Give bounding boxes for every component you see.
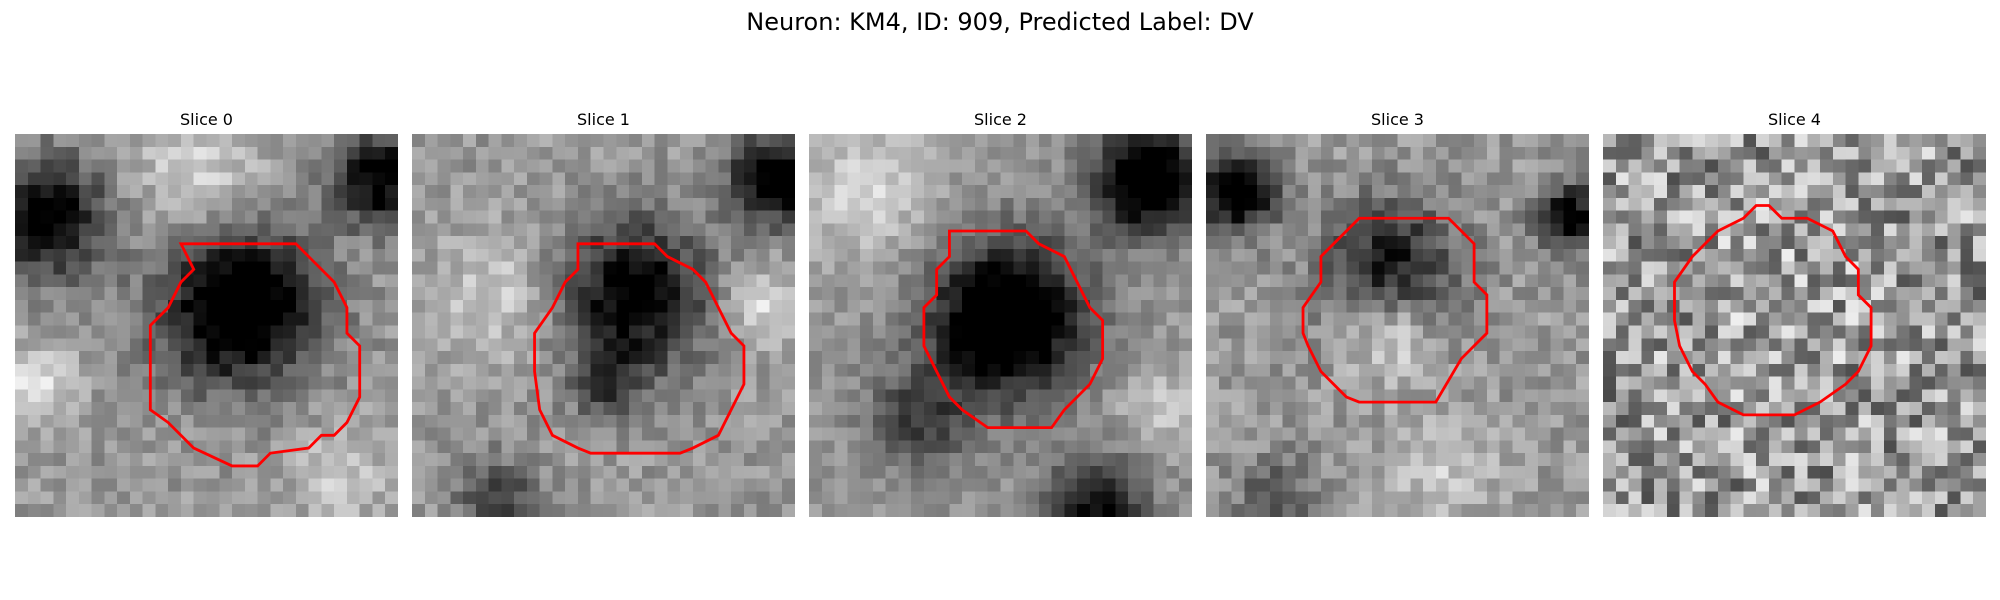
- contour-outline-0: [148, 242, 362, 468]
- slice-title-1: Slice 1: [577, 110, 630, 129]
- slice-panel-2: Slice 2: [809, 108, 1192, 517]
- figure-title: Neuron: KM4, ID: 909, Predicted Label: D…: [746, 8, 1254, 36]
- slice-title-0: Slice 0: [180, 110, 233, 129]
- slice-panel-3: Slice 3: [1206, 108, 1589, 517]
- slice-title-2: Slice 2: [974, 110, 1027, 129]
- slice-image-2: [809, 134, 1192, 517]
- slice-title-3: Slice 3: [1371, 110, 1424, 129]
- slice-title-4: Slice 4: [1768, 110, 1821, 129]
- contour-outline-2: [922, 229, 1105, 430]
- slice-panel-1: Slice 1: [412, 108, 795, 517]
- slice-image-3: [1206, 134, 1589, 517]
- contour-outline-3: [1301, 216, 1489, 404]
- slice-panel-0: Slice 0: [15, 108, 398, 517]
- slice-image-0: [15, 134, 398, 517]
- slice-panel-4: Slice 4: [1603, 108, 1986, 517]
- contour-outline-4: [1673, 204, 1873, 417]
- contour-outline-1: [533, 242, 746, 455]
- slice-image-4: [1603, 134, 1986, 517]
- slice-image-1: [412, 134, 795, 517]
